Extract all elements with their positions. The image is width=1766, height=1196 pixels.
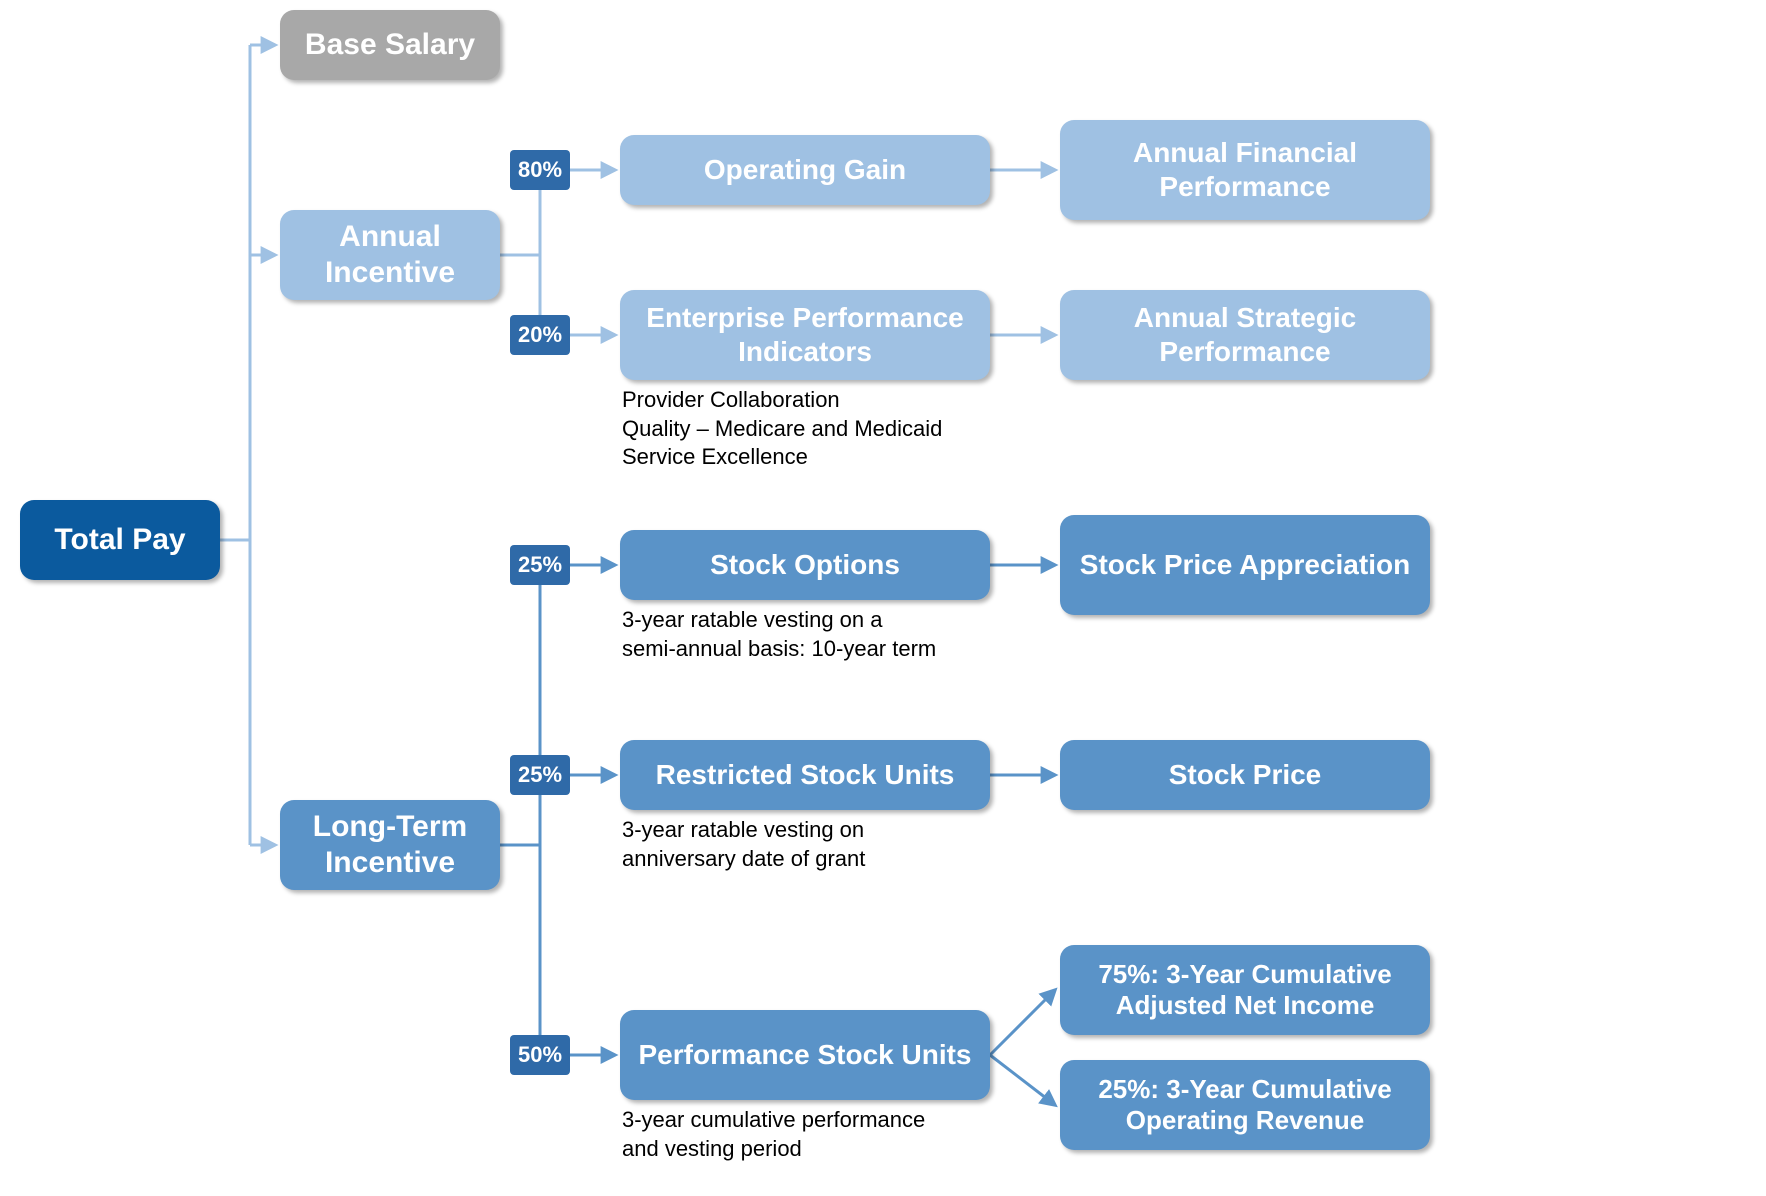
node-label: Annual Strategic Performance — [1070, 301, 1420, 368]
pct-25b: 25% — [510, 755, 570, 795]
node-enterprise-performance-indicators: Enterprise Performance Indicators — [620, 290, 990, 380]
node-label: Stock Options — [710, 548, 900, 582]
node-psu-adjusted-net-income: 75%: 3-Year Cumulative Adjusted Net Inco… — [1060, 945, 1430, 1035]
node-label: Annual Incentive — [290, 219, 490, 291]
pct-80: 80% — [510, 150, 570, 190]
pct-label: 50% — [518, 1042, 562, 1068]
node-psu-operating-revenue: 25%: 3-Year Cumulative Operating Revenue — [1060, 1060, 1430, 1150]
pct-label: 25% — [518, 762, 562, 788]
caption-stock-options: 3-year ratable vesting on asemi-annual b… — [622, 606, 936, 663]
node-annual-financial-performance: Annual Financial Performance — [1060, 120, 1430, 220]
node-total-pay: Total Pay — [20, 500, 220, 580]
pct-20: 20% — [510, 315, 570, 355]
node-annual-strategic-performance: Annual Strategic Performance — [1060, 290, 1430, 380]
node-label: Operating Gain — [704, 153, 906, 187]
node-stock-price-appreciation: Stock Price Appreciation — [1060, 515, 1430, 615]
node-label: Total Pay — [54, 522, 185, 558]
pct-25a: 25% — [510, 545, 570, 585]
node-label: Stock Price Appreciation — [1080, 548, 1410, 582]
node-label: Base Salary — [305, 27, 475, 63]
caption-epi: Provider CollaborationQuality – Medicare… — [622, 386, 942, 472]
node-performance-stock-units: Performance Stock Units — [620, 1010, 990, 1100]
node-label: Performance Stock Units — [639, 1038, 972, 1072]
pct-label: 20% — [518, 322, 562, 348]
node-long-term-incentive: Long-Term Incentive — [280, 800, 500, 890]
node-label: Long-Term Incentive — [290, 809, 490, 881]
node-label: 25%: 3-Year Cumulative Operating Revenue — [1070, 1074, 1420, 1136]
node-label: 75%: 3-Year Cumulative Adjusted Net Inco… — [1070, 959, 1420, 1021]
pct-label: 25% — [518, 552, 562, 578]
node-annual-incentive: Annual Incentive — [280, 210, 500, 300]
node-stock-price: Stock Price — [1060, 740, 1430, 810]
caption-psu: 3-year cumulative performanceand vesting… — [622, 1106, 925, 1163]
node-operating-gain: Operating Gain — [620, 135, 990, 205]
compensation-flowchart: Total Pay Base Salary Annual Incentive L… — [0, 0, 1766, 1196]
pct-label: 80% — [518, 157, 562, 183]
node-base-salary: Base Salary — [280, 10, 500, 80]
node-label: Stock Price — [1169, 758, 1322, 792]
caption-rsu: 3-year ratable vesting onanniversary dat… — [622, 816, 865, 873]
node-label: Annual Financial Performance — [1070, 136, 1420, 203]
node-stock-options: Stock Options — [620, 530, 990, 600]
pct-50: 50% — [510, 1035, 570, 1075]
node-label: Enterprise Performance Indicators — [630, 301, 980, 368]
node-label: Restricted Stock Units — [656, 758, 955, 792]
node-restricted-stock-units: Restricted Stock Units — [620, 740, 990, 810]
